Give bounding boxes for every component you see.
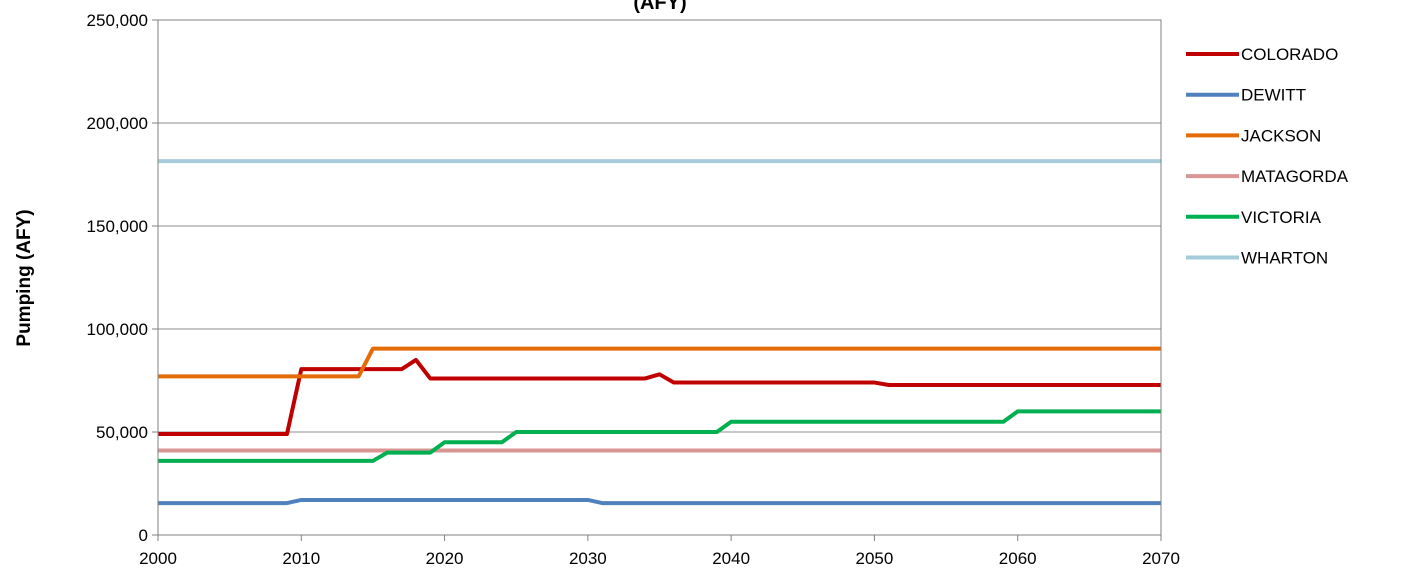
x-tick-label-6: 2060: [999, 549, 1037, 568]
series-line-dewitt: [158, 497, 1161, 506]
x-tick-label-1: 2010: [282, 549, 320, 568]
y-tick-label-2: 100,000: [87, 320, 148, 339]
series-line-victoria: [158, 409, 1161, 463]
series-lines: [158, 159, 1161, 506]
chart-title: (AFY): [633, 0, 686, 14]
legend-label-wharton: WHARTON: [1241, 249, 1328, 268]
y-tick-label-0: 0: [139, 526, 148, 545]
x-tick-label-4: 2040: [712, 549, 750, 568]
legend-label-colorado: COLORADO: [1241, 45, 1338, 64]
x-tick-label-5: 2050: [856, 549, 894, 568]
x-tick-label-7: 2070: [1142, 549, 1180, 568]
series-line-jackson: [158, 346, 1161, 379]
y-axis-title: Pumping (AFY): [14, 209, 35, 346]
series-line-colorado: [158, 357, 1161, 437]
legend-label-victoria: VICTORIA: [1241, 208, 1322, 227]
y-tick-label-5: 250,000: [87, 11, 148, 30]
y-tick-label-1: 50,000: [96, 423, 148, 442]
x-tick-label-2: 2020: [426, 549, 464, 568]
x-tick-label-3: 2030: [569, 549, 607, 568]
x-tick-label-0: 2000: [139, 549, 177, 568]
y-axis-ticks: 0 50,000 100,000 150,000 200,000 250,000: [87, 11, 158, 545]
legend: COLORADO DEWITT JACKSON MATAGORDA VICTORIA WH…: [1186, 45, 1349, 268]
legend-label-matagorda: MATAGORDA: [1241, 167, 1349, 186]
plot-area-border: [157, 19, 1162, 536]
y-tick-label-3: 150,000: [87, 217, 148, 236]
y-tick-label-4: 200,000: [87, 114, 148, 133]
legend-label-jackson: JACKSON: [1241, 126, 1321, 145]
legend-label-dewitt: DEWITT: [1241, 86, 1306, 105]
x-axis-ticks: 2000 2010 2020 2030 2040 2050 2060 2070: [139, 535, 1180, 568]
